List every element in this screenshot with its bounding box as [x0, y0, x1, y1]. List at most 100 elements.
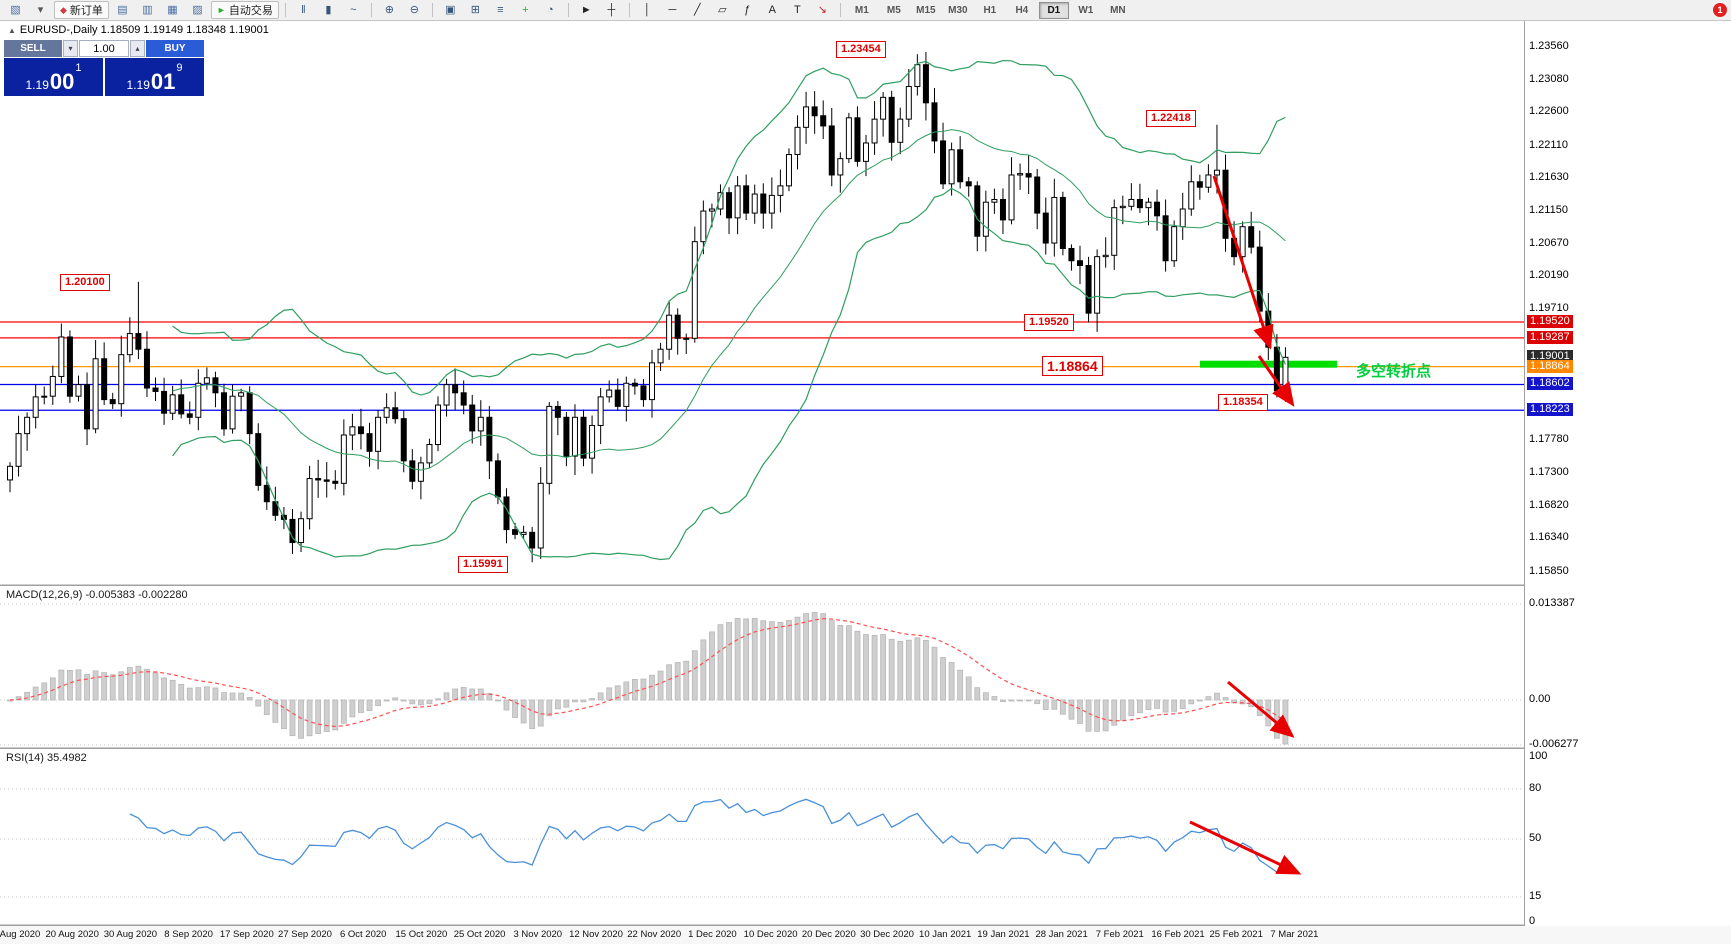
new-order-button[interactable]: ◆ 新订单 [54, 1, 109, 19]
cascade-windows-icon[interactable]: ⊞ [470, 3, 480, 16]
price-tick-label: 1.16820 [1529, 498, 1569, 511]
timeframe-w1[interactable]: W1 [1078, 4, 1094, 16]
data-window-icon[interactable]: ▥ [142, 3, 153, 16]
candlestick-chart-icon[interactable]: ▮ [325, 3, 332, 16]
auto-trading-button-label: 自动交易 [228, 5, 273, 17]
label-icon[interactable]: T [793, 3, 801, 16]
rsi-scale-label: 15 [1529, 890, 1542, 902]
new-chart-icon[interactable]: ▧ [10, 3, 21, 16]
channel-icon[interactable]: ▱ [718, 3, 727, 16]
buy-price-main: 01 [150, 69, 176, 94]
terminal-icon[interactable]: ▨ [192, 3, 203, 16]
toolbar-separator [567, 3, 569, 17]
macd-scale-label: 0.00 [1529, 693, 1551, 705]
trendline-icon[interactable]: ╱ [694, 3, 701, 16]
toolbar-separator [839, 3, 841, 17]
add-indicator-icon[interactable]: + [522, 3, 529, 16]
chart-list-icon[interactable]: ▾ [37, 3, 44, 16]
main-chart-plot[interactable] [0, 20, 1731, 944]
zoom-out-icon[interactable]: ⊖ [409, 3, 419, 16]
panel-separator[interactable] [0, 748, 1731, 749]
timeframe-m15[interactable]: M15 [916, 4, 936, 16]
trend-arrow [1212, 175, 1274, 350]
buy-price-prefix: 1.19 [126, 78, 150, 92]
toolbar-separator [431, 3, 433, 17]
volume-input[interactable]: 1.00 [79, 40, 129, 57]
macd-scale-label: 0.013387 [1529, 597, 1575, 609]
date-axis: 11 Aug 2020 20 Aug 2020 30 Aug 2020 8 Sep 2… [0, 926, 1731, 944]
sell-button[interactable]: SELL [4, 40, 62, 57]
date-tick-label: 1 Dec 2020 [688, 929, 737, 940]
crosshair-icon[interactable]: ┼ [607, 3, 616, 16]
zone-annotation-text: 多空转折点 [1356, 363, 1432, 380]
bollinger-upper [172, 59, 1286, 396]
price-tick-label: 1.16340 [1529, 531, 1569, 544]
trend-arrow [1257, 355, 1295, 407]
toolbar-separator [284, 3, 286, 17]
timeframe-d1[interactable]: D1 [1038, 1, 1069, 19]
buy-price-pip: 9 [176, 62, 183, 74]
bollinger-lower [172, 187, 1286, 561]
zoom-in-icon[interactable]: ⊕ [384, 3, 394, 16]
arrow-tool-icon[interactable]: ↘ [817, 3, 827, 16]
horizontal-line-icon[interactable]: ─ [668, 3, 677, 16]
date-tick-label: 25 Oct 2020 [453, 929, 506, 940]
buy-price-button[interactable]: 1.19 01 9 [105, 58, 204, 96]
indicators-icon[interactable]: ≡ [497, 3, 504, 16]
date-tick-label: 11 Aug 2020 [0, 929, 41, 940]
macd-signal-line [9, 618, 1286, 728]
date-tick-label: 12 Nov 2020 [569, 929, 623, 940]
one-click-trading-widget: SELL ▾ 1.00 ▴ BUY 1.19 00 1 1.19 01 9 [4, 40, 204, 96]
alert-badge[interactable]: 1 [1713, 3, 1727, 17]
date-tick-label: 6 Oct 2020 [339, 929, 387, 940]
timeframe-mn[interactable]: MN [1110, 4, 1126, 16]
date-tick-label: 3 Nov 2020 [513, 929, 563, 940]
price-annotation: 1.18864 [1042, 356, 1103, 376]
sell-price-main: 00 [49, 69, 75, 94]
price-level-label: 1.18602 [1527, 377, 1573, 391]
vertical-line-icon[interactable]: │ [643, 3, 651, 16]
trend-arrow [1189, 820, 1302, 875]
timeframe-m1[interactable]: M1 [854, 4, 869, 16]
timeframe-h4[interactable]: H4 [1015, 4, 1029, 16]
date-tick-label: 8 Sep 2020 [164, 929, 213, 940]
fibonacci-icon[interactable]: ƒ [744, 3, 751, 16]
rsi-scale-label: 100 [1529, 750, 1548, 762]
market-watch-icon[interactable]: ▤ [117, 3, 128, 16]
date-tick-label: 10 Dec 2020 [743, 929, 798, 940]
line-chart-icon[interactable]: ~ [350, 3, 357, 16]
rsi-scale-label: 80 [1529, 782, 1542, 794]
rsi-scale-label: 0 [1529, 915, 1536, 927]
timeframe-m5[interactable]: M5 [886, 4, 901, 16]
bar-chart-icon[interactable]: ‖ [301, 3, 306, 16]
text-icon[interactable]: A [768, 3, 777, 16]
sell-price-button[interactable]: 1.19 00 1 [4, 58, 103, 96]
price-tick-label: 1.21630 [1529, 171, 1569, 184]
bollinger-middle [172, 129, 1286, 471]
price-tick-label: 1.19710 [1529, 302, 1569, 315]
price-tick-label: 1.22110 [1529, 138, 1568, 151]
buy-button[interactable]: BUY [146, 40, 204, 57]
chart-title: ▲ EURUSD-,Daily 1.18509 1.19149 1.18348 … [8, 24, 269, 36]
rsi-label: RSI(14) 35.4982 [6, 752, 87, 764]
price-level-label: 1.18864 [1527, 359, 1573, 373]
panel-separator [0, 925, 1731, 926]
volume-decrease-button[interactable]: ▾ [63, 40, 78, 57]
volume-increase-button[interactable]: ▴ [130, 40, 145, 57]
date-tick-label: 30 Dec 2020 [860, 929, 914, 940]
timeframe-h1[interactable]: H1 [983, 4, 997, 16]
tile-windows-icon[interactable]: ▣ [445, 3, 456, 16]
auto-trading-button[interactable]: ► 自动交易 [210, 1, 279, 19]
timeframe-m30[interactable]: M30 [948, 4, 968, 16]
date-tick-label: 25 Feb 2021 [1209, 929, 1263, 940]
price-tick-label: 1.20670 [1529, 236, 1569, 249]
price-level-label: 1.19287 [1527, 330, 1573, 344]
cursor-icon[interactable]: ► [580, 3, 592, 16]
date-tick-label: 22 Nov 2020 [627, 929, 682, 940]
date-tick-label: 15 Oct 2020 [395, 929, 448, 940]
price-tick-label: 1.15850 [1529, 564, 1569, 577]
new-order-icon: ◆ [60, 4, 67, 15]
navigator-icon[interactable]: ▦ [167, 3, 178, 16]
period-icon[interactable]: ◔ [547, 3, 554, 16]
panel-separator[interactable] [0, 585, 1731, 586]
